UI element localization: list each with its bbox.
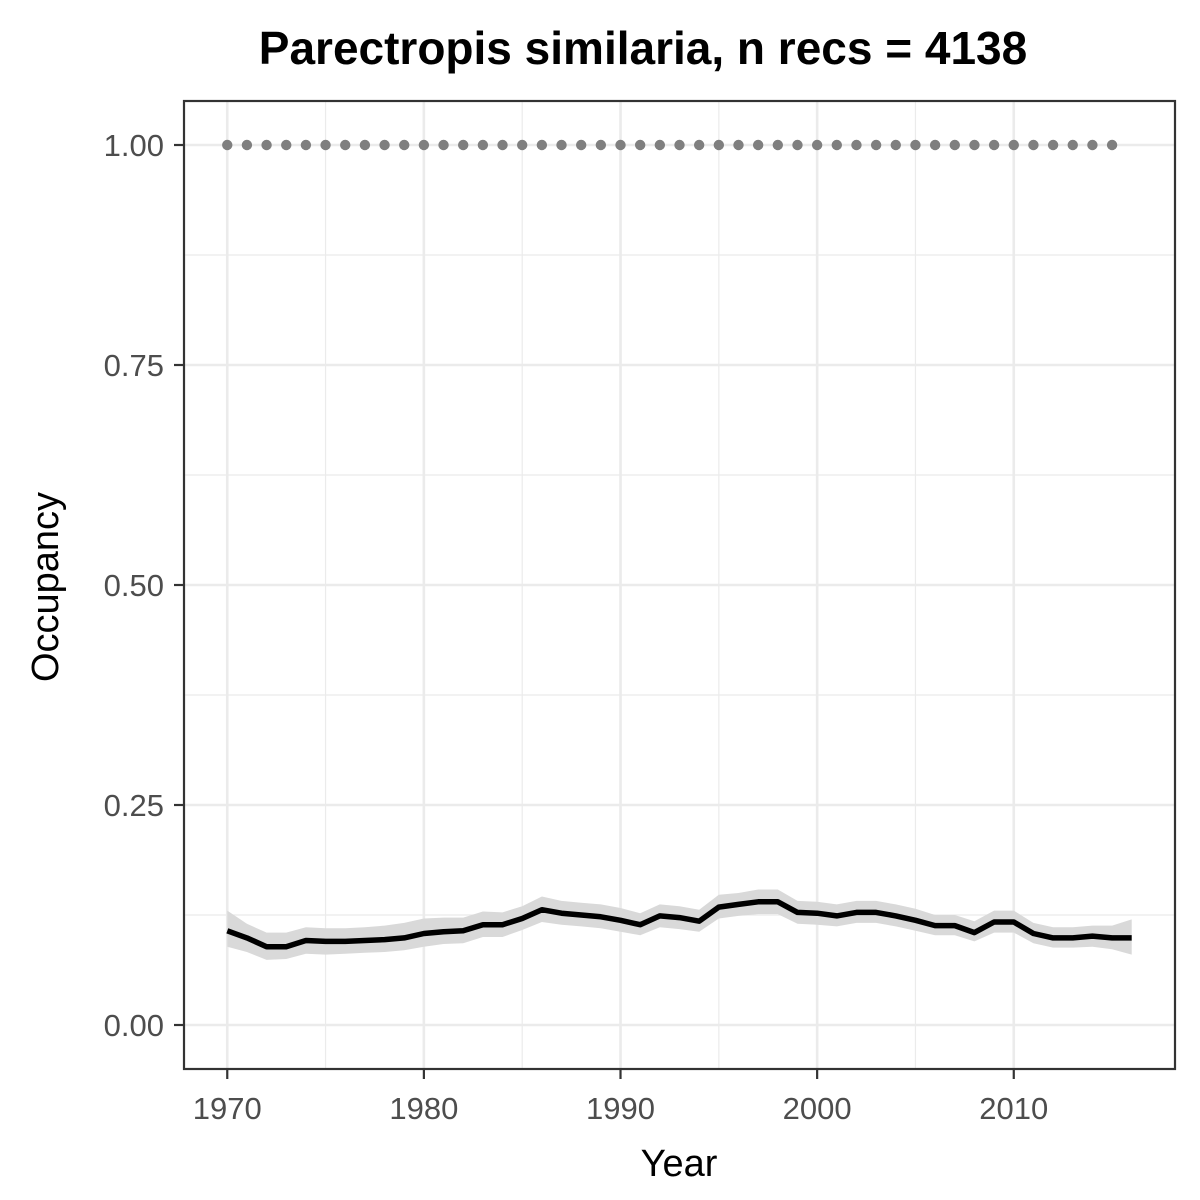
observed-point bbox=[497, 139, 508, 151]
confidence-ribbon bbox=[227, 889, 1132, 960]
observed-point bbox=[792, 139, 803, 151]
observed-point bbox=[340, 139, 351, 151]
x-tick-label: 2000 bbox=[783, 1091, 852, 1126]
observed-point bbox=[831, 139, 843, 151]
observed-point bbox=[851, 139, 862, 151]
observed-point bbox=[752, 139, 764, 151]
y-tick-label: 0.75 bbox=[104, 348, 164, 383]
observed-point bbox=[949, 139, 960, 151]
observed-point bbox=[693, 139, 705, 151]
observed-point bbox=[595, 139, 607, 151]
observed-point bbox=[890, 139, 901, 151]
observed-point bbox=[241, 139, 253, 151]
observed-point bbox=[870, 139, 882, 151]
observed-point bbox=[261, 139, 272, 151]
observed-point bbox=[615, 139, 626, 151]
observed-point bbox=[575, 139, 587, 151]
observed-point bbox=[634, 139, 646, 151]
observed-point bbox=[536, 139, 548, 151]
y-tick-label: 0.25 bbox=[104, 788, 164, 823]
y-tick-label: 0.00 bbox=[104, 1008, 164, 1043]
observed-point bbox=[379, 139, 390, 151]
observed-point bbox=[811, 139, 823, 151]
y-tick-label: 0.50 bbox=[104, 568, 164, 603]
observed-point bbox=[713, 139, 725, 151]
observed-point bbox=[733, 139, 744, 151]
observed-point bbox=[969, 139, 980, 151]
observed-point bbox=[477, 139, 489, 151]
observed-point bbox=[1028, 139, 1039, 151]
observed-point bbox=[1106, 139, 1118, 151]
observed-point bbox=[654, 139, 666, 151]
observed-point bbox=[910, 139, 921, 151]
occupancy-trend-line bbox=[226, 899, 1132, 950]
observed-point bbox=[281, 139, 292, 151]
observed-point bbox=[222, 139, 233, 151]
observed-point bbox=[359, 139, 371, 151]
y-axis-ticks: 0.00 0.25 0.50 0.75 1.00 bbox=[104, 128, 184, 1043]
observed-point bbox=[1008, 139, 1019, 151]
observed-point bbox=[772, 139, 784, 151]
observed-point bbox=[1047, 139, 1059, 151]
chart-title: Parectropis similaria, n recs = 4138 bbox=[259, 22, 1027, 74]
observed-point bbox=[399, 139, 410, 151]
x-tick-label: 1990 bbox=[586, 1091, 655, 1126]
observed-point bbox=[1087, 139, 1098, 151]
y-axis-title: Occupancy bbox=[25, 492, 67, 682]
y-tick-label: 1.00 bbox=[104, 128, 164, 163]
observed-point bbox=[1067, 139, 1078, 151]
observed-point bbox=[516, 139, 528, 151]
observed-point bbox=[674, 139, 685, 151]
x-axis-title: Year bbox=[641, 1143, 718, 1185]
observed-point bbox=[320, 139, 331, 151]
observed-point bbox=[988, 139, 1000, 151]
observed-point bbox=[929, 139, 941, 151]
observed-point bbox=[418, 139, 430, 151]
observed-point bbox=[458, 139, 469, 151]
x-tick-label: 1980 bbox=[389, 1091, 458, 1126]
x-axis-ticks: 1970 1980 1990 2000 2010 bbox=[193, 1069, 1048, 1126]
observed-point bbox=[556, 139, 567, 151]
x-tick-label: 1970 bbox=[193, 1091, 262, 1126]
observed-point bbox=[438, 139, 449, 151]
observed-points bbox=[222, 139, 1118, 151]
observed-point bbox=[300, 139, 312, 151]
x-tick-label: 2010 bbox=[979, 1091, 1048, 1126]
